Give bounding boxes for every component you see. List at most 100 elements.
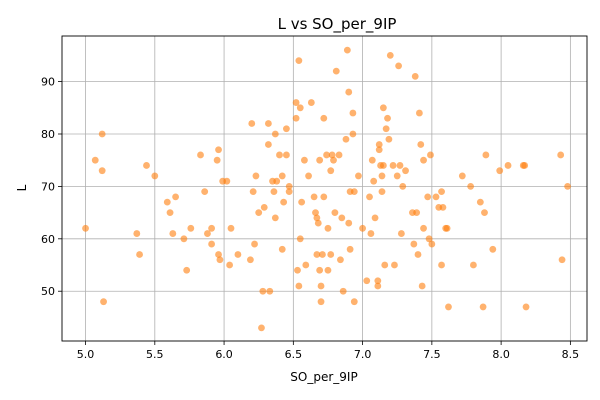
data-point xyxy=(345,88,353,96)
data-point xyxy=(317,298,325,306)
data-point xyxy=(458,172,466,180)
data-point xyxy=(276,151,283,159)
data-point xyxy=(285,183,293,190)
data-point xyxy=(98,167,106,175)
data-point xyxy=(564,183,572,190)
y-axis-ticks: 50 60 70 80 90 xyxy=(41,76,62,298)
data-point xyxy=(133,230,141,237)
data-point xyxy=(410,240,418,248)
data-point xyxy=(316,266,324,274)
data-point xyxy=(384,114,391,122)
data-point xyxy=(342,135,350,143)
data-point xyxy=(292,99,300,106)
data-point xyxy=(350,298,358,306)
data-point xyxy=(374,277,382,285)
data-point xyxy=(397,230,405,237)
data-point xyxy=(180,235,188,243)
data-point xyxy=(285,188,293,196)
data-point xyxy=(393,172,401,180)
data-point xyxy=(349,109,357,117)
data-point xyxy=(420,156,427,164)
data-point xyxy=(402,167,409,175)
data-point xyxy=(327,167,335,175)
data-point xyxy=(166,209,174,217)
data-point xyxy=(227,224,235,232)
data-point xyxy=(418,282,426,290)
data-point xyxy=(187,224,195,232)
data-point xyxy=(345,219,353,227)
x-tick-label: 7.0 xyxy=(354,348,372,361)
data-point xyxy=(428,240,436,248)
grid-lines xyxy=(62,36,587,341)
data-point xyxy=(301,156,308,164)
data-point xyxy=(249,188,257,196)
data-point xyxy=(504,162,512,169)
data-point xyxy=(413,209,421,217)
y-axis-label: L xyxy=(15,184,29,191)
data-point xyxy=(260,203,268,211)
data-point xyxy=(295,57,303,65)
data-point xyxy=(215,251,222,258)
data-point xyxy=(482,151,490,159)
y-tick-label: 50 xyxy=(41,285,55,298)
data-point xyxy=(335,151,343,159)
data-point xyxy=(310,193,318,201)
data-point xyxy=(324,224,332,232)
data-point xyxy=(259,287,267,295)
data-point xyxy=(213,156,221,164)
data-point xyxy=(443,224,451,232)
data-point xyxy=(292,114,300,122)
plot-frame xyxy=(61,35,588,342)
data-point xyxy=(379,162,387,169)
data-point xyxy=(381,261,389,269)
data-point xyxy=(248,120,256,127)
data-point xyxy=(273,177,281,185)
data-point xyxy=(305,172,312,180)
data-point xyxy=(427,151,434,159)
data-point xyxy=(396,162,404,169)
data-point xyxy=(375,141,383,148)
data-point xyxy=(417,141,425,148)
data-point xyxy=(368,156,376,164)
data-point xyxy=(432,193,440,201)
data-point xyxy=(439,203,447,211)
data-point xyxy=(339,287,347,295)
data-point xyxy=(320,193,328,201)
data-point xyxy=(271,214,279,222)
data-point xyxy=(226,261,234,269)
data-point xyxy=(208,240,216,248)
data-point xyxy=(350,188,358,196)
data-point xyxy=(312,209,319,217)
data-point xyxy=(349,130,357,138)
data-point xyxy=(367,230,375,237)
data-point xyxy=(371,214,379,222)
x-tick-label: 7.5 xyxy=(423,348,441,361)
data-point xyxy=(252,172,260,180)
x-tick-label: 8.5 xyxy=(562,348,580,361)
data-point xyxy=(337,256,344,264)
data-point xyxy=(338,214,346,222)
data-point xyxy=(479,303,487,311)
data-point xyxy=(294,266,301,274)
data-point xyxy=(216,256,224,264)
data-point xyxy=(317,282,325,290)
data-point xyxy=(386,51,394,59)
data-point xyxy=(382,125,390,133)
data-point xyxy=(82,224,89,232)
data-point xyxy=(328,151,336,159)
data-point xyxy=(324,266,332,274)
data-point xyxy=(481,209,488,217)
y-tick-label: 70 xyxy=(41,180,55,193)
data-point xyxy=(151,172,159,180)
data-point xyxy=(370,177,378,185)
data-point xyxy=(204,230,211,237)
data-point xyxy=(330,156,337,164)
data-point xyxy=(98,130,106,138)
data-point xyxy=(420,224,427,232)
y-tick-label: 90 xyxy=(41,76,55,89)
data-point xyxy=(414,251,422,258)
data-point xyxy=(476,198,484,206)
data-point xyxy=(313,214,321,222)
data-point xyxy=(278,245,286,253)
